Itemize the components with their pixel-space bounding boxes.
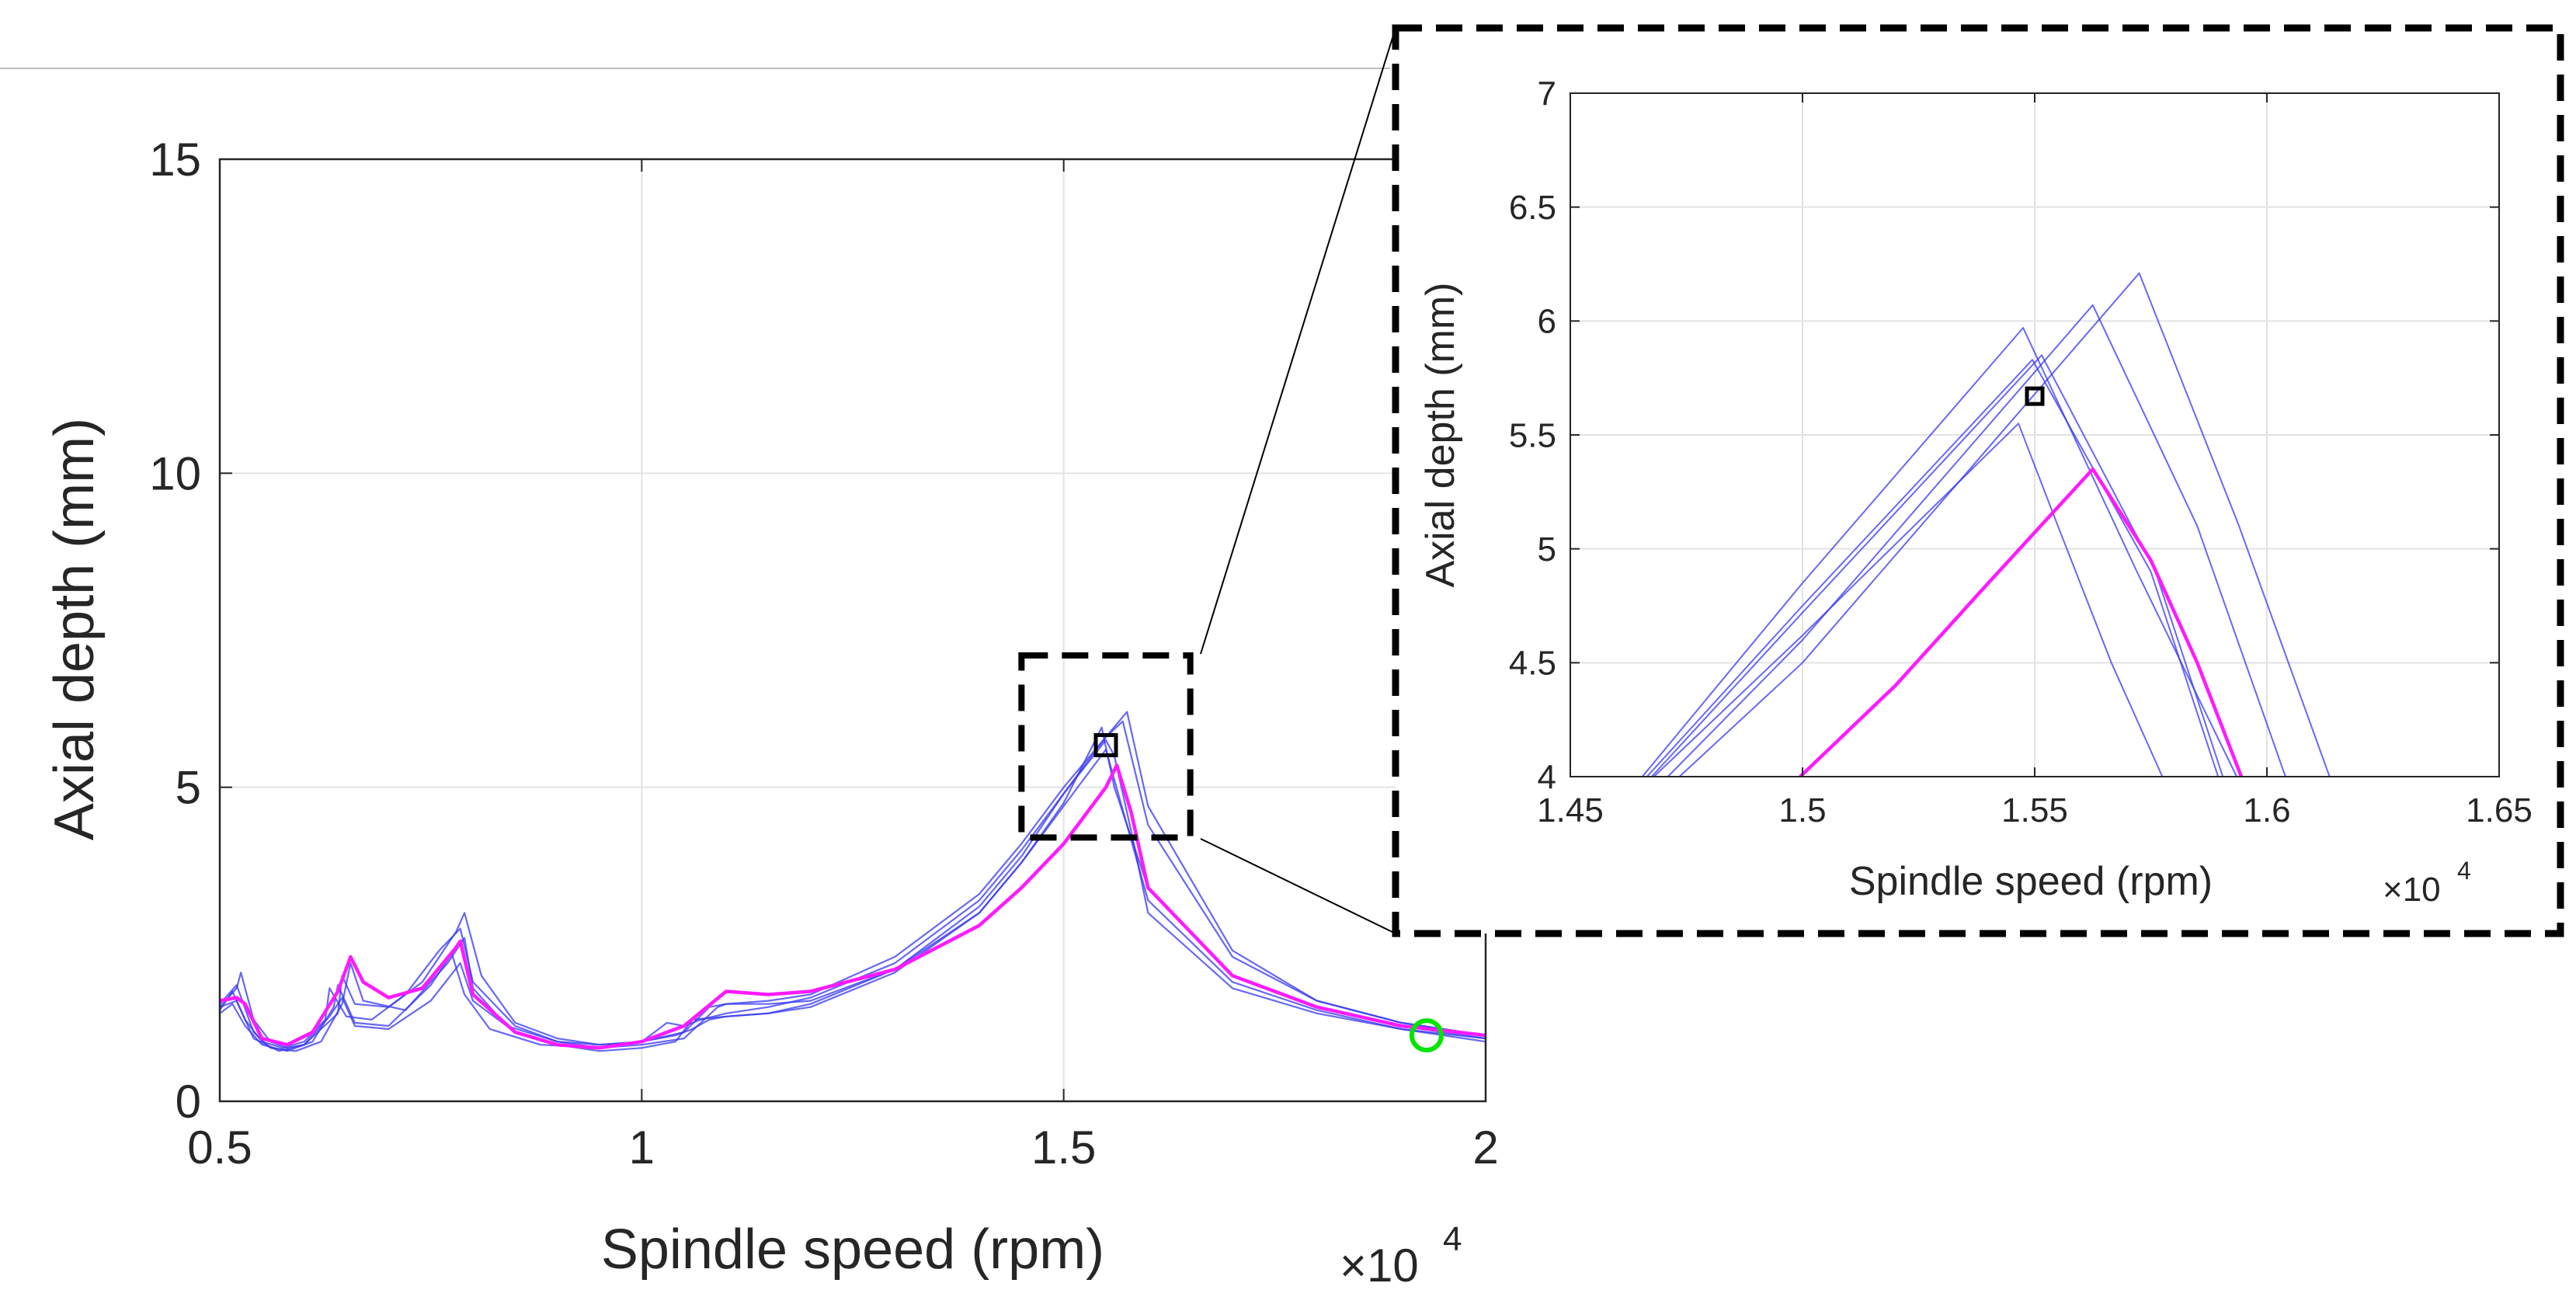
inset-square-marker xyxy=(2025,386,2045,406)
main-grid xyxy=(220,159,1486,1101)
green-circle-marker xyxy=(1409,1018,1444,1053)
main-x-multiplier: ×10 4 xyxy=(1340,1220,1462,1292)
inset-x-tick-label: 1.45 xyxy=(1537,791,1604,829)
zoom-connector-top xyxy=(1200,27,1396,655)
inset-series-inset-blue-5 xyxy=(1678,272,2331,777)
main-y-tick-label: 15 xyxy=(149,134,201,186)
inset-series-inset-blue-3 xyxy=(1650,354,2224,777)
main-multiplier-exponent: 4 xyxy=(1443,1220,1462,1258)
inset-x-tick-label: 1.6 xyxy=(2243,791,2290,829)
inset-series-inset-blue-4 xyxy=(1667,304,2286,777)
main-series-magenta xyxy=(220,763,1486,1050)
main-y-tick-label: 5 xyxy=(176,762,201,814)
main-chart: 0.5 1 1.5 2 0 5 10 15 Spindle speed (rpm) Axial… xyxy=(43,134,1499,1292)
inset-y-tick-label: 5 xyxy=(1538,530,1556,569)
main-x-tick-label: 1 xyxy=(629,1121,655,1174)
inset-y-tick-label: 4.5 xyxy=(1509,645,1556,683)
square-marker xyxy=(1093,732,1118,757)
inset-x-tick-label: 1.55 xyxy=(2001,791,2068,829)
main-series-clip xyxy=(220,711,1486,1052)
inset-y-tick-label: 7 xyxy=(1538,75,1556,113)
inset-x-multiplier: ×10 4 xyxy=(2383,857,2471,909)
inset-x-tick-label: 1.5 xyxy=(1778,791,1826,829)
inset-series-inset-blue-6 xyxy=(1653,422,2164,777)
main-x-tick-label: 0.5 xyxy=(187,1121,252,1174)
main-y-axis-label: Axial depth (mm) xyxy=(43,418,106,840)
inset-multiplier-exponent: 4 xyxy=(2457,857,2471,885)
main-markers xyxy=(1093,732,1444,1053)
inset-chart: 1.45 1.5 1.55 1.6 1.65 4 4.5 5 5.5 6 6.5 7 Spindle … xyxy=(1392,24,2564,937)
main-x-tick-label: 1.5 xyxy=(1031,1121,1096,1174)
main-y-tick-label: 0 xyxy=(176,1076,201,1128)
inset-dashed-frame xyxy=(1392,24,2564,937)
main-series-blue-5 xyxy=(220,748,1486,1052)
inset-y-tick-label: 5.5 xyxy=(1509,416,1556,454)
inset-series-inset-magenta xyxy=(1799,467,2244,777)
main-y-tick-label: 10 xyxy=(149,447,201,499)
main-multiplier-base: ×10 xyxy=(1340,1240,1419,1292)
inset-x-tick-label: 1.65 xyxy=(2466,791,2533,829)
main-series-group xyxy=(220,711,1486,1052)
main-x-axis-label: Spindle speed (rpm) xyxy=(601,1219,1104,1281)
main-x-tick-label: 2 xyxy=(1472,1121,1498,1174)
zoom-region-box xyxy=(1018,652,1194,841)
inset-y-axis-label: Axial depth (mm) xyxy=(1418,283,1463,588)
main-ticks: 0.5 1 1.5 2 0 5 10 15 xyxy=(149,134,1498,1174)
inset-series-inset-blue-2 xyxy=(1646,359,2220,777)
inset-series-inset-blue-1 xyxy=(1641,327,2237,777)
main-plot-area xyxy=(220,159,1486,1101)
inset-multiplier-base: ×10 xyxy=(2383,871,2441,909)
inset-ticks: 1.45 1.5 1.55 1.6 1.65 4 4.5 5 5.5 6 6.5 7 xyxy=(1509,75,2533,829)
inset-y-tick-label: 4 xyxy=(1538,758,1556,796)
inset-series-clip xyxy=(1641,272,2331,777)
inset-series-group xyxy=(1641,272,2331,777)
inset-x-axis-label: Spindle speed (rpm) xyxy=(1849,859,2213,904)
inset-y-tick-label: 6 xyxy=(1538,303,1556,341)
inset-y-tick-label: 6.5 xyxy=(1509,189,1556,227)
inset-markers xyxy=(2025,386,2045,406)
zoom-connector-bottom xyxy=(1200,838,1396,934)
